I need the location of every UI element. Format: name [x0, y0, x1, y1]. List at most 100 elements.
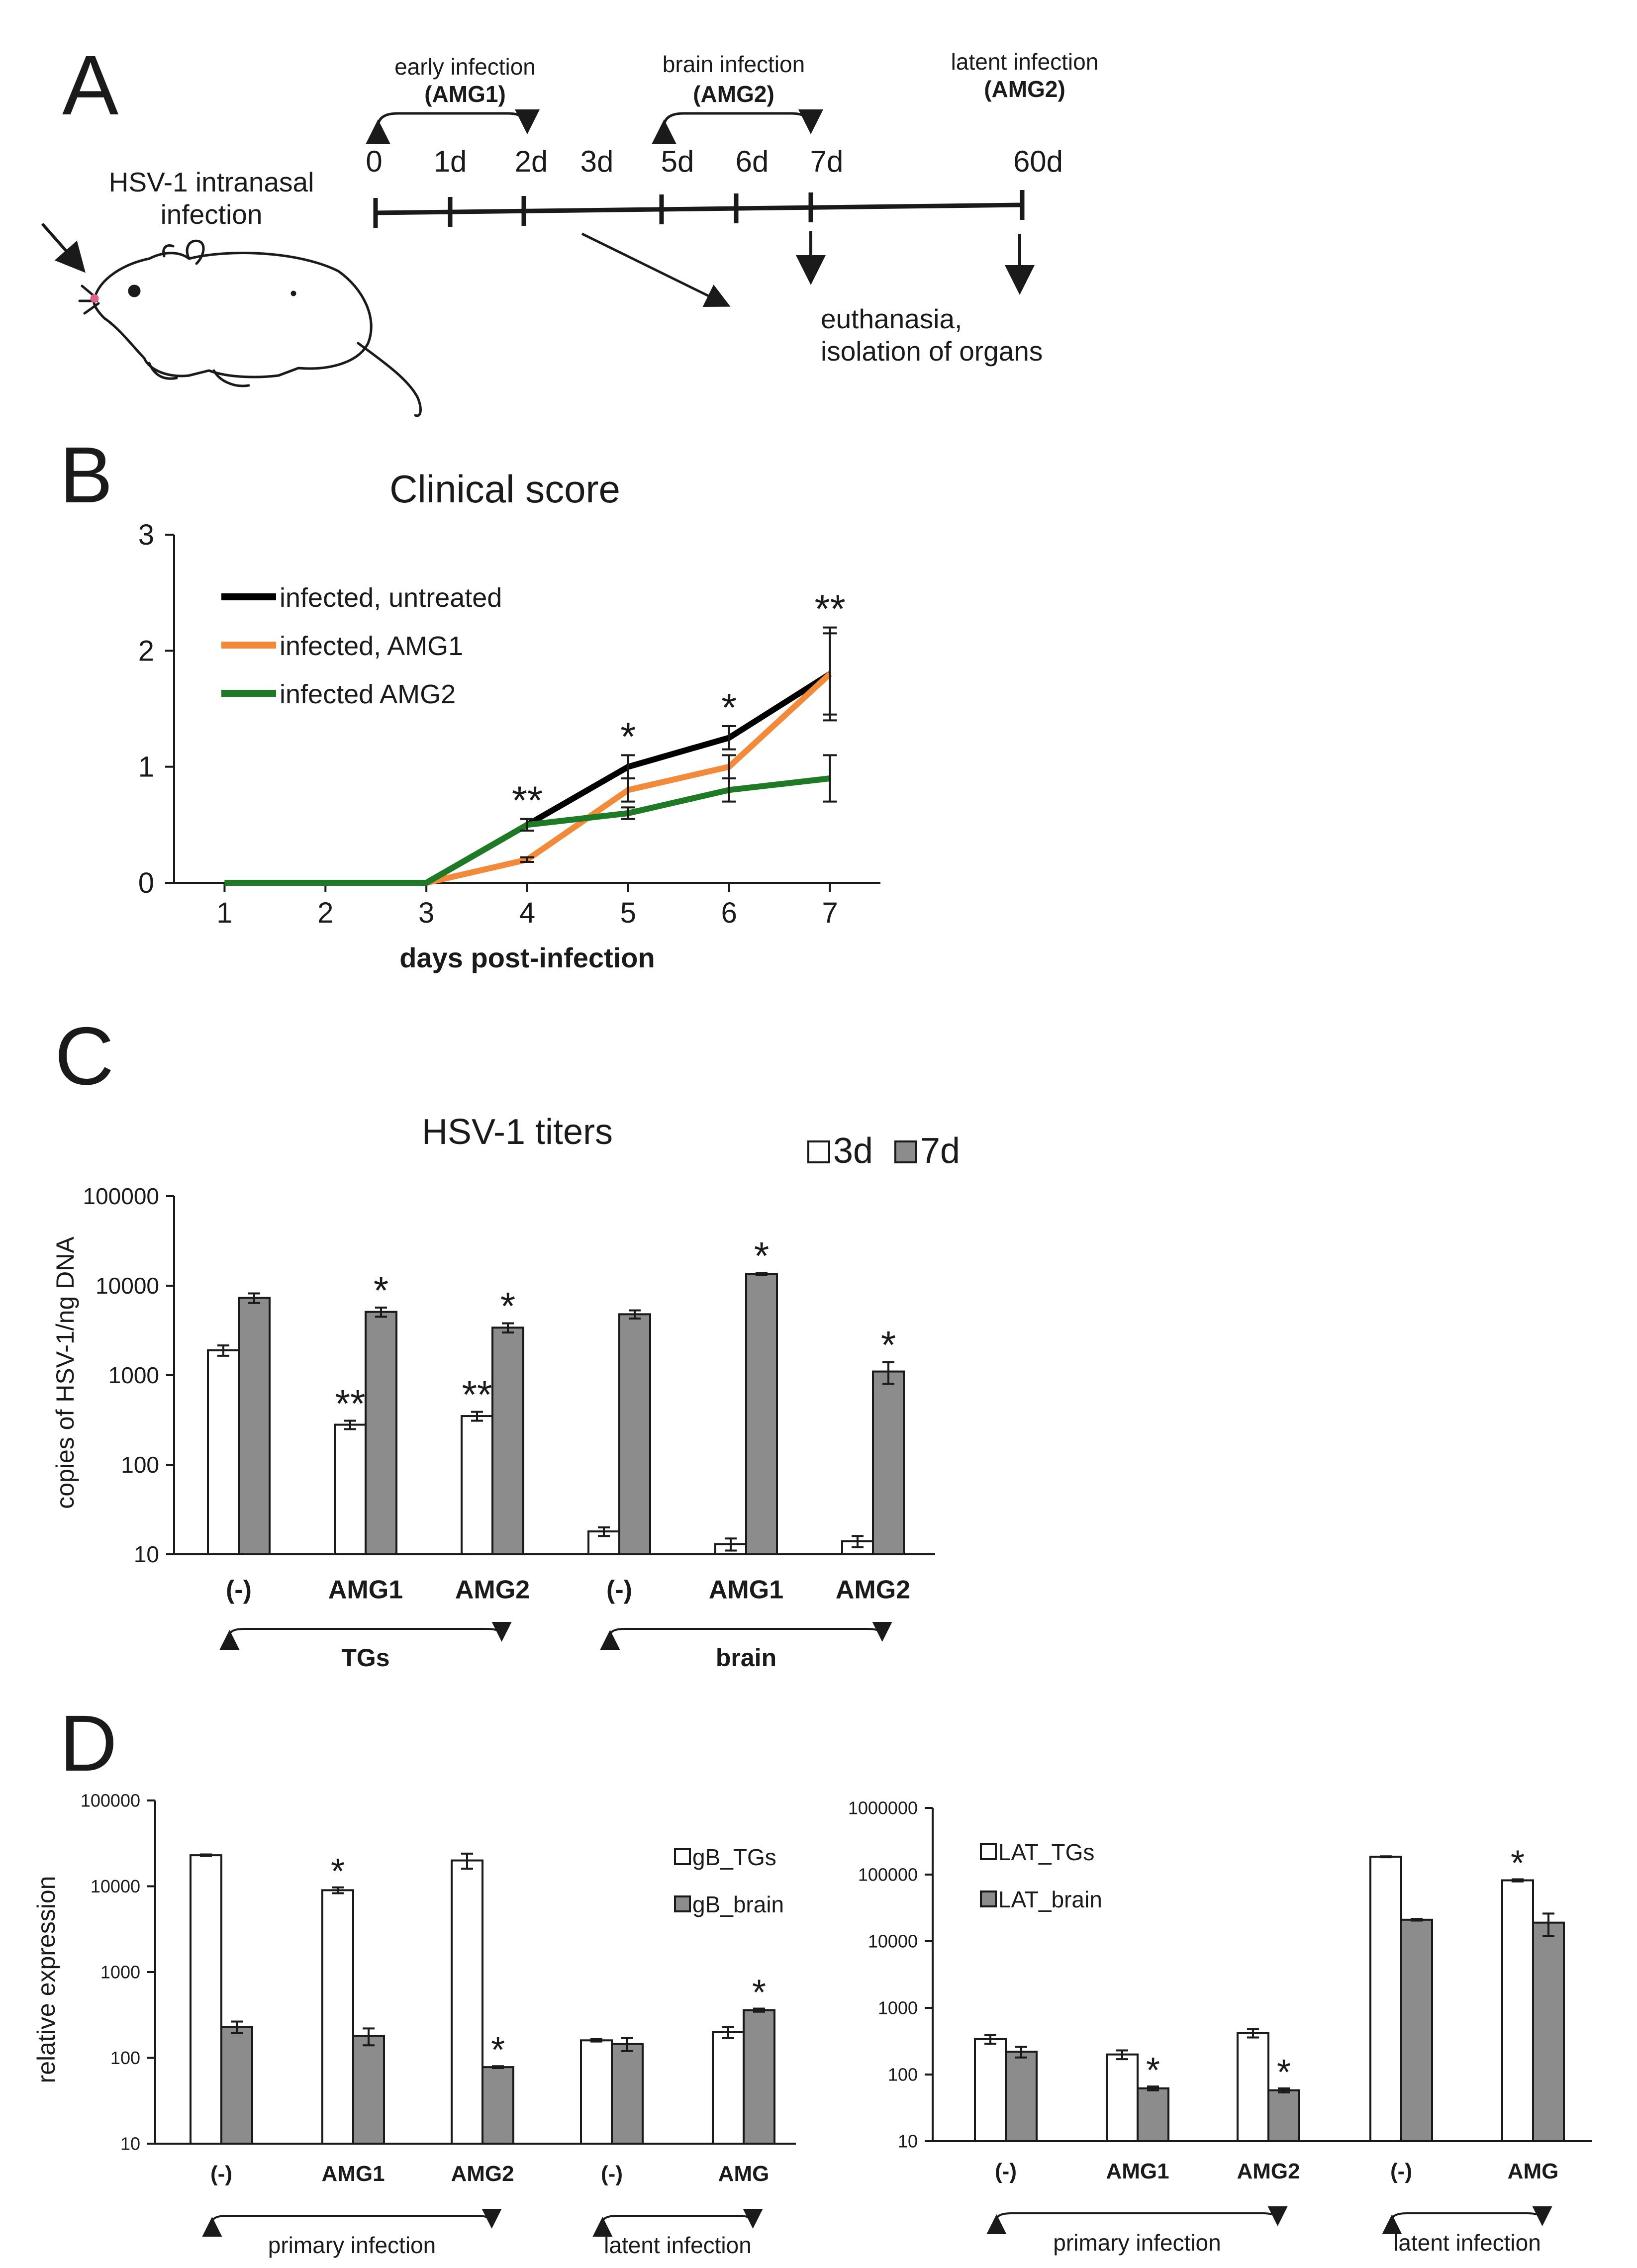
gb-error-bar	[753, 2007, 765, 2013]
gb-legend-label-1: gB_brain	[692, 1891, 784, 1917]
titers-bar-7d	[872, 1370, 905, 1555]
gb-significance-mark: *	[491, 2030, 505, 2070]
titers-significance-mark: *	[500, 1284, 515, 1328]
timepoint-2d: 2d	[515, 145, 548, 178]
titers-y-tick-label: 1000	[108, 1362, 159, 1388]
clinical-error-bar	[621, 806, 635, 820]
clinical-legend-label-1: infected, AMG1	[280, 631, 463, 661]
titers-y-tick-label: 100	[121, 1452, 159, 1478]
lat-y-tick-label: 100000	[858, 1865, 918, 1885]
phase-early-name: early infection	[394, 54, 536, 80]
timepoint-0: 0	[366, 145, 382, 178]
panel-letter-d: D	[60, 1699, 117, 1788]
titers-significance-mark: *	[754, 1233, 769, 1277]
titers-bar-3d	[461, 1415, 493, 1556]
titers-error-bar	[756, 1272, 768, 1276]
gb-legend-label-0: gB_TGs	[692, 1844, 776, 1870]
gb-error-bar	[332, 1886, 344, 1894]
titers-bar-7d	[491, 1326, 524, 1555]
clinical-chart-title: Clinical score	[389, 467, 620, 511]
clinical-x-tick-label: 2	[317, 897, 333, 929]
lat-error-bar	[1411, 1918, 1423, 1922]
lat-bar-LAT_brain	[1532, 1921, 1565, 2142]
gb-legend-swatch-0	[674, 1848, 691, 1865]
titers-group-brace	[219, 1621, 512, 1650]
lat-y-tick-label: 100	[888, 2065, 918, 2085]
gb-expression-chart: 10 100 1000 10000 100000 (-) * AMG1 * AMG2 (-) * AMG…	[32, 1791, 796, 2258]
gb-bar-gB_TGs	[580, 2039, 613, 2145]
timepoint-1d: 1d	[434, 145, 467, 178]
gb-category-label: AMG	[718, 2162, 770, 2186]
titers-error-bar	[344, 1419, 356, 1430]
gb-y-axis-label: relative expression	[32, 1876, 60, 2083]
titers-chart-title: HSV-1 titers	[422, 1112, 613, 1152]
lat-bar-LAT_brain	[1267, 2089, 1300, 2143]
gb-bar-gB_brain	[611, 2043, 644, 2145]
clinical-error-bar	[722, 777, 736, 803]
timeline-axis	[375, 202, 1023, 215]
lat-bar-LAT_brain	[1400, 1918, 1433, 2142]
titers-error-bar	[852, 1535, 864, 1548]
gb-category-label: AMG1	[321, 2162, 385, 2186]
gb-error-bar	[461, 1852, 473, 1870]
brain-phase-brace	[651, 109, 823, 145]
titers-y-tick-label: 10000	[96, 1273, 159, 1299]
gb-bar-gB_brain	[743, 2009, 775, 2145]
clinical-x-tick-label: 5	[620, 897, 636, 929]
gb-group-label: latent infection	[604, 2232, 752, 2258]
timepoint-5d: 5d	[661, 145, 694, 178]
lat-category-label: AMG	[1508, 2159, 1559, 2183]
lat-category-label: (-)	[995, 2159, 1017, 2183]
lat-error-bar	[1542, 1912, 1554, 1937]
clinical-legend-label-2: infected AMG2	[280, 679, 456, 709]
titers-bar-7d	[618, 1313, 651, 1555]
titers-error-bar	[598, 1526, 610, 1537]
timepoint-6d: 6d	[736, 145, 769, 178]
titers-legend-label-0: 3d	[833, 1131, 873, 1171]
gb-error-bar	[590, 2038, 602, 2043]
lat-error-bar	[1512, 1878, 1524, 1883]
gb-y-tick-label: 100	[110, 2048, 140, 2068]
titers-error-bar	[882, 1361, 894, 1385]
inoculation-arrow	[41, 223, 86, 273]
panel-c: C 10100100010000100000(-)***AMG1***AMG2(…	[51, 1010, 960, 1672]
gb-error-bar	[492, 2065, 504, 2070]
titers-error-bar	[725, 1537, 737, 1552]
clinical-x-tick-label: 3	[418, 897, 434, 929]
clinical-x-tick-label: 4	[519, 897, 535, 929]
lat-y-tick-label: 1000	[878, 1998, 918, 2018]
panel-d: D 10 100 1000 10000 100000 (-) * AMG1 * AMG2 (-) * A…	[32, 1699, 1592, 2258]
clinical-score-chart: Clinical score 0 1 2 3 1 2 3 4 5 6 7 days post-infec…	[138, 467, 880, 973]
clinical-y-tick-label: 3	[138, 519, 154, 551]
lat-bar-LAT_brain	[1005, 2051, 1038, 2142]
titers-y-tick-label: 100000	[83, 1183, 160, 1209]
lat-bar-LAT_TGs	[1106, 2053, 1139, 2143]
lat-error-bar	[1380, 1855, 1392, 1859]
phase-latent-treatment: (AMG2)	[984, 76, 1065, 102]
titers-category-label: AMG2	[836, 1575, 910, 1604]
gb-significance-mark: *	[752, 1973, 766, 2012]
lat-y-tick-label: 10000	[868, 1931, 918, 1952]
clinical-significance-mark: **	[814, 587, 845, 631]
timeline-labels: 0 1d 2d 3d 5d 6d 7d 60d	[366, 145, 1063, 178]
clinical-error-bar	[621, 777, 635, 803]
gb-error-bar	[363, 2027, 375, 2047]
clinical-y-tick-label: 1	[138, 751, 154, 783]
gb-category-label: (-)	[210, 2162, 232, 2186]
lat-category-label: AMG1	[1106, 2159, 1169, 2183]
titers-error-bar	[375, 1306, 387, 1318]
panel-letter-c: C	[55, 1010, 114, 1102]
outcome-line-1: euthanasia,	[821, 303, 962, 334]
gb-error-bar	[722, 2026, 734, 2039]
titers-bar-7d	[365, 1311, 397, 1556]
gb-bar-gB_TGs	[712, 2031, 745, 2145]
timepoint-3d: 3d	[580, 145, 614, 178]
lat-group-label: latent infection	[1393, 2230, 1541, 2256]
phase-early-treatment: (AMG1)	[424, 81, 506, 107]
clinical-error-bar	[520, 856, 534, 863]
titers-group-label: TGs	[341, 1644, 389, 1672]
titers-group-label: brain	[716, 1644, 776, 1672]
titers-bar-3d	[207, 1349, 240, 1556]
